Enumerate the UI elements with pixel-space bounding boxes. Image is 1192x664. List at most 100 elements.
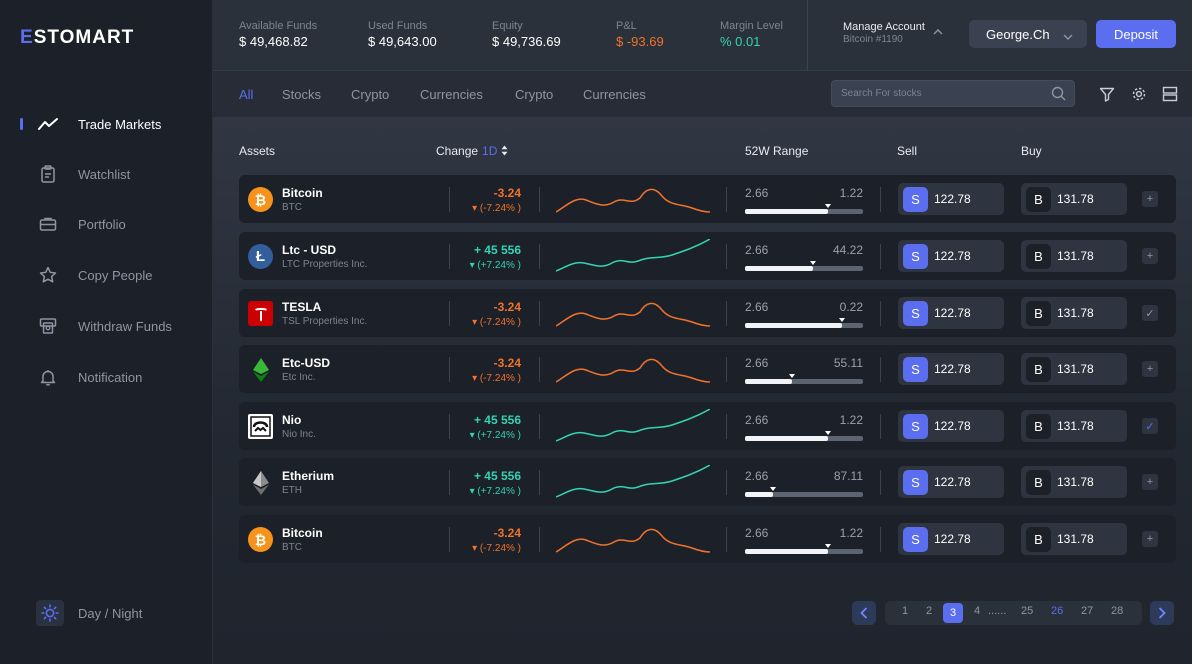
tab-crypto[interactable]: Crypto <box>351 87 390 102</box>
bell-icon <box>38 367 58 387</box>
buy-button[interactable]: B 131.78 <box>1021 466 1127 498</box>
range-bar <box>745 544 863 554</box>
filter-icon[interactable] <box>1097 84 1117 104</box>
sidebar-item-copy-people[interactable]: Copy People <box>0 263 212 287</box>
top-bar: Available Funds $ 49,468.82 Used Funds $ 4… <box>213 0 1192 71</box>
page-25[interactable]: 25 <box>1021 605 1034 617</box>
sidebar-item-watchlist[interactable]: Watchlist <box>0 162 212 186</box>
ethereum-classic-logo <box>248 357 273 382</box>
watchlist-check-button[interactable]: ✓ <box>1142 418 1158 434</box>
sparkline <box>556 358 710 383</box>
user-dropdown[interactable]: George.Ch <box>969 20 1087 48</box>
watchlist-check-button[interactable]: ✓ <box>1142 305 1158 321</box>
page-28[interactable]: 28 <box>1111 605 1124 617</box>
sell-button[interactable]: S 122.78 <box>898 183 1004 215</box>
buy-button[interactable]: B 131.78 <box>1021 240 1127 272</box>
table-row[interactable]: Ł Ltc - USD LTC Properties Inc. + 45 556… <box>239 232 1176 280</box>
stat-margin-level: Margin Level% 0.01 <box>720 20 783 49</box>
buy-button[interactable]: B 131.78 <box>1021 297 1127 329</box>
page-2[interactable]: 2 <box>926 605 933 617</box>
manage-account-label: Manage Account <box>843 21 925 33</box>
page-1[interactable]: 1 <box>902 605 909 617</box>
account-id: Bitcoin #1190 <box>843 34 903 45</box>
sidebar-item-withdraw-funds[interactable]: Withdraw Funds <box>0 314 212 338</box>
sell-button[interactable]: S 122.78 <box>898 410 1004 442</box>
chevron-up-icon[interactable] <box>933 22 943 40</box>
header-52w-range: 52W Range <box>745 144 809 158</box>
tab-stocks[interactable]: Stocks <box>282 87 322 102</box>
sparkline <box>556 302 710 327</box>
day-night-toggle[interactable]: Day / Night <box>36 600 142 626</box>
range-bar <box>745 261 863 271</box>
litecoin-logo: Ł <box>248 244 273 269</box>
ethereum-logo <box>248 470 273 495</box>
search-input[interactable] <box>832 81 1042 106</box>
range-bar <box>745 431 863 441</box>
tab-all[interactable]: All <box>239 87 254 102</box>
sidebar: ESTOMART Trade Markets Watchlist Portfol… <box>0 0 213 664</box>
sell-button[interactable]: S 122.78 <box>898 523 1004 555</box>
tesla-logo <box>248 301 273 326</box>
sparkline <box>556 409 710 442</box>
page-26[interactable]: 26 <box>1051 605 1064 617</box>
tab-currencies-2[interactable]: Currencies <box>583 87 646 102</box>
search-box <box>831 80 1075 107</box>
range-bar <box>745 487 863 497</box>
sell-button[interactable]: S 122.78 <box>898 353 1004 385</box>
page-27[interactable]: 27 <box>1081 605 1094 617</box>
username: George.Ch <box>986 26 1050 42</box>
range-bar <box>745 204 863 214</box>
day-night-label: Day / Night <box>78 605 143 621</box>
add-watchlist-button[interactable]: + <box>1142 531 1158 547</box>
sell-button[interactable]: S 122.78 <box>898 297 1004 329</box>
table-row[interactable]: ₿ Bitcoin BTC -3.24 ▾ (-7.24% ) 2.66 1.22 … <box>239 515 1176 563</box>
tab-crypto-2[interactable]: Crypto <box>515 87 554 102</box>
range-bar <box>745 374 863 384</box>
tab-currencies[interactable]: Currencies <box>420 87 483 102</box>
add-watchlist-button[interactable]: + <box>1142 191 1158 207</box>
buy-button[interactable]: B 131.78 <box>1021 183 1127 215</box>
table-row[interactable]: Etherium ETH + 45 556 ▾ (+7.24% ) 2.66 87.… <box>239 458 1176 506</box>
chevron-down-icon <box>1063 29 1073 44</box>
table-row[interactable]: TESLA TSL Properties Inc. -3.24 ▾ (-7.24%… <box>239 289 1176 337</box>
gear-icon[interactable] <box>1129 84 1149 104</box>
filter-bar: All Stocks Crypto Currencies Crypto Curr… <box>213 71 1192 117</box>
sell-button[interactable]: S 122.78 <box>898 240 1004 272</box>
buy-button[interactable]: B 131.78 <box>1021 523 1127 555</box>
sidebar-item-trade-markets[interactable]: Trade Markets <box>0 112 212 136</box>
timeframe-selector[interactable]: 1D <box>482 144 498 158</box>
sparkline <box>556 528 710 553</box>
page-4[interactable]: 4 <box>974 605 981 617</box>
range-bar <box>745 318 863 328</box>
stat-available-funds: Available Funds $ 49,468.82 <box>239 20 318 49</box>
layout-icon[interactable] <box>1160 84 1180 104</box>
sparkline <box>556 465 710 498</box>
next-page-button[interactable] <box>1150 601 1174 625</box>
brand-logo[interactable]: ESTOMART <box>20 27 135 48</box>
table-row[interactable]: ₿ Bitcoin BTC -3.24 ▾ (-7.24% ) 2.66 1.22 … <box>239 175 1176 223</box>
stat-used-funds: Used Funds $ 49,643.00 <box>368 20 437 49</box>
sidebar-item-notification[interactable]: Notification <box>0 365 212 389</box>
deposit-button[interactable]: Deposit <box>1096 20 1176 48</box>
buy-button[interactable]: B 131.78 <box>1021 353 1127 385</box>
sell-button[interactable]: S 122.78 <box>898 466 1004 498</box>
search-icon[interactable] <box>1051 86 1066 106</box>
stat-pnl: P&L $ -93.69 <box>616 20 664 49</box>
table-row[interactable]: Etc-USD Etc Inc. -3.24 ▾ (-7.24% ) 2.66 55… <box>239 345 1176 393</box>
sun-icon <box>36 600 64 626</box>
header-change[interactable]: Change 1D <box>436 144 508 158</box>
divider <box>807 0 808 71</box>
page-3[interactable]: 3 <box>943 603 963 623</box>
sort-icon[interactable] <box>501 145 508 156</box>
add-watchlist-button[interactable]: + <box>1142 361 1158 377</box>
header-assets: Assets <box>239 144 276 158</box>
manage-account[interactable]: Manage Account Bitcoin #1190 <box>843 21 943 45</box>
prev-page-button[interactable] <box>852 601 876 625</box>
add-watchlist-button[interactable]: + <box>1142 474 1158 490</box>
pagination: 1 2 3 4 ...... 25 26 27 28 <box>885 601 1142 625</box>
table-row[interactable]: Nio Nio Inc. + 45 556 ▾ (+7.24% ) 2.66 1.2… <box>239 402 1176 450</box>
bitcoin-logo: ₿ <box>248 187 273 212</box>
add-watchlist-button[interactable]: + <box>1142 248 1158 264</box>
buy-button[interactable]: B 131.78 <box>1021 410 1127 442</box>
sidebar-item-portfolio[interactable]: Portfolio <box>0 212 212 236</box>
